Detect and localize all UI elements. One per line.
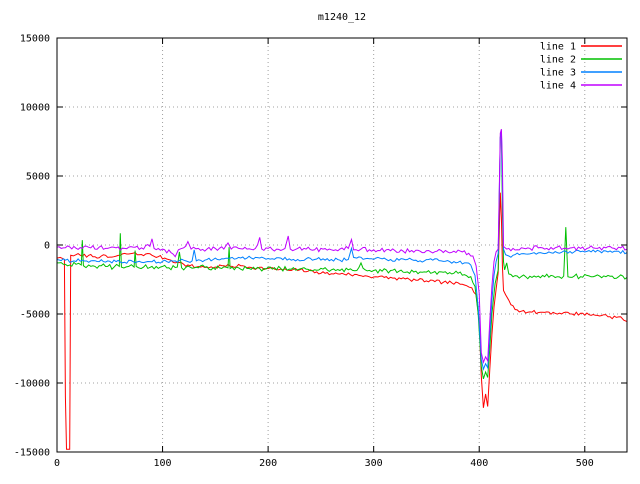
chart-title: m1240_12 xyxy=(318,12,366,23)
x-tick-label: 300 xyxy=(365,458,383,469)
series-lines xyxy=(57,128,627,450)
tick-marks xyxy=(56,37,627,453)
x-tick-label: 100 xyxy=(154,458,172,469)
y-tick-label: 15000 xyxy=(20,34,50,45)
legend: line 1 line 2 line 3 line 4 xyxy=(540,42,622,92)
legend-label-3: line 3 xyxy=(540,68,576,79)
axis-tick-labels: 0 100 200 300 400 500 -15000 -10000 -5000 0 5000 10… xyxy=(14,34,594,470)
y-tick-label: -10000 xyxy=(14,379,50,390)
y-tick-label: -15000 xyxy=(14,448,50,459)
legend-label-4: line 4 xyxy=(540,81,576,92)
y-tick-label: 10000 xyxy=(20,103,50,114)
y-tick-label: 5000 xyxy=(26,172,50,183)
grid-lines xyxy=(57,38,627,452)
series-line-2 xyxy=(57,130,627,380)
series-line-1 xyxy=(57,192,627,450)
series-line-3 xyxy=(57,130,627,371)
x-tick-label: 200 xyxy=(259,458,277,469)
y-tick-label: -5000 xyxy=(20,310,50,321)
legend-label-1: line 1 xyxy=(540,42,576,53)
y-tick-label: 0 xyxy=(44,241,50,252)
x-tick-label: 0 xyxy=(54,458,60,469)
x-tick-label: 400 xyxy=(470,458,488,469)
legend-label-2: line 2 xyxy=(540,55,576,66)
series-line-4 xyxy=(57,128,627,365)
x-tick-label: 500 xyxy=(576,458,594,469)
